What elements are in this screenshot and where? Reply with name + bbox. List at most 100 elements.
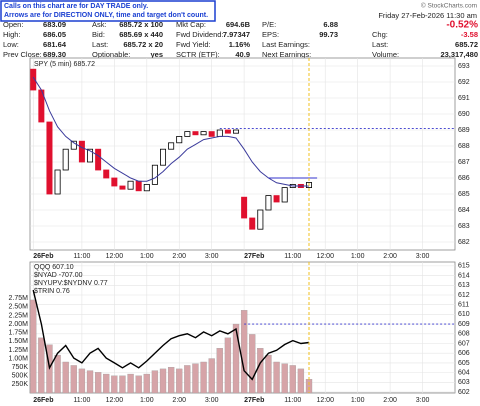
quote-value: 685.69 x 440 bbox=[119, 30, 163, 39]
candle bbox=[135, 180, 142, 192]
y-tick-label: 604 bbox=[458, 369, 470, 376]
volume-bar bbox=[103, 373, 110, 394]
x-tick-label: 2:00 bbox=[383, 397, 397, 404]
quote-label: Fwd Dividend: bbox=[176, 30, 224, 39]
y2-tick-label: 2.50M bbox=[9, 304, 29, 311]
quote-label: Bid: bbox=[92, 30, 105, 39]
volume-bar bbox=[62, 361, 69, 394]
volume-bar bbox=[192, 363, 199, 394]
quote-label: Open: bbox=[3, 20, 23, 29]
volume-bar bbox=[305, 379, 313, 394]
legend-entry: $TRIN 0.76 bbox=[34, 288, 70, 295]
y-tick-label: 606 bbox=[458, 350, 470, 357]
quote-value: 99.73 bbox=[319, 30, 338, 39]
candle bbox=[168, 142, 175, 150]
quote-label: Ask: bbox=[92, 20, 107, 29]
candle bbox=[184, 131, 191, 137]
y2-tick-label: 750K bbox=[12, 364, 29, 371]
quote-label: Volume: bbox=[372, 50, 399, 59]
candle bbox=[87, 148, 94, 163]
x-tick-label: 27Feb bbox=[244, 253, 264, 260]
x-tick-label: 1:00 bbox=[140, 253, 154, 260]
banner-line: Arrows are for DIRECTION ONLY, time and … bbox=[4, 12, 208, 19]
y-tick-label: 682 bbox=[458, 239, 470, 246]
y2-tick-label: 2.75M bbox=[9, 295, 29, 302]
candle bbox=[62, 148, 69, 171]
y-tick-label: 602 bbox=[458, 389, 470, 396]
quote-label: Chg: bbox=[372, 30, 388, 39]
quote-value: 689.30 bbox=[43, 50, 66, 59]
candle bbox=[233, 129, 240, 134]
quote-value: 685.72 x 100 bbox=[119, 20, 163, 29]
x-tick-label: 11:00 bbox=[284, 253, 301, 260]
x-tick-label: 3:00 bbox=[205, 397, 219, 404]
volume-bar bbox=[232, 323, 240, 394]
volume-bar bbox=[257, 348, 264, 394]
legend-entry: SPY (5 min) 685.72 bbox=[34, 61, 95, 68]
volume-bar bbox=[38, 337, 45, 394]
quote-value: -3.58 bbox=[461, 30, 478, 39]
y-tick-label: 689 bbox=[458, 127, 470, 134]
candle bbox=[78, 140, 85, 163]
quote-value: -0.52% bbox=[446, 20, 478, 31]
volume-bar bbox=[127, 373, 134, 394]
volume-bar bbox=[135, 375, 142, 394]
y2-tick-label: 2.25M bbox=[9, 312, 29, 319]
legend-entry: QQQ 607.10 bbox=[34, 264, 74, 271]
quote-label: P/E: bbox=[262, 20, 276, 29]
candle bbox=[176, 135, 183, 144]
volume-bar bbox=[249, 334, 256, 394]
y-tick-label: 691 bbox=[458, 95, 470, 102]
y-tick-label: 614 bbox=[458, 272, 470, 279]
volume-bar bbox=[159, 368, 167, 394]
x-tick-label: 3:00 bbox=[416, 253, 430, 260]
y-tick-label: 687 bbox=[458, 159, 470, 166]
quote-value: 686.05 bbox=[43, 30, 66, 39]
date: Friday 27-Feb-2026 11:30 am bbox=[378, 11, 477, 20]
y-tick-label: 611 bbox=[458, 302, 469, 309]
quote-label: Fwd Yield: bbox=[176, 40, 211, 49]
candle bbox=[30, 68, 37, 91]
volume-bar bbox=[216, 348, 223, 394]
volume-bar bbox=[240, 310, 248, 394]
y2-tick-label: 1.00M bbox=[9, 355, 29, 362]
candle bbox=[241, 196, 248, 219]
x-tick-label: 1:00 bbox=[140, 397, 154, 404]
volume-bar bbox=[54, 354, 61, 394]
x-tick-label: 26Feb bbox=[33, 397, 53, 404]
y2-tick-label: 250K bbox=[12, 381, 29, 388]
volume-bar bbox=[86, 370, 94, 394]
candle bbox=[265, 195, 272, 211]
candle bbox=[249, 217, 256, 230]
panel bbox=[29, 57, 456, 251]
quote-value: 7.97347 bbox=[223, 30, 250, 39]
volume-bar bbox=[151, 370, 159, 394]
y-tick-label: 612 bbox=[458, 292, 470, 299]
quote-value: 6.88 bbox=[323, 20, 338, 29]
y-tick-label: 610 bbox=[458, 311, 470, 318]
candle bbox=[208, 131, 215, 137]
volume-bar bbox=[297, 368, 305, 394]
x-tick-label: 11:00 bbox=[284, 397, 301, 404]
quote-label: Last: bbox=[92, 40, 108, 49]
y-tick-label: 688 bbox=[458, 143, 470, 150]
y2-tick-label: 1.25M bbox=[9, 347, 29, 354]
candle bbox=[216, 129, 223, 137]
candle bbox=[151, 164, 158, 185]
y2-tick-label: 500K bbox=[12, 373, 29, 380]
y-tick-label: 609 bbox=[458, 321, 470, 328]
volume-bar bbox=[265, 354, 272, 394]
quote-value: 23,317,480 bbox=[440, 50, 478, 59]
quote-value: 685.72 x 20 bbox=[123, 40, 163, 49]
candle bbox=[111, 177, 118, 187]
candle bbox=[281, 187, 288, 203]
volume-bar bbox=[200, 361, 207, 394]
price-line bbox=[32, 289, 310, 381]
candle bbox=[160, 148, 167, 166]
candle bbox=[143, 183, 150, 192]
y-tick-label: 683 bbox=[458, 223, 470, 230]
quote-value: 681.64 bbox=[43, 40, 67, 49]
y2-tick-label: 1.50M bbox=[9, 338, 29, 345]
moving-average bbox=[32, 76, 309, 187]
y-tick-label: 686 bbox=[458, 175, 470, 182]
